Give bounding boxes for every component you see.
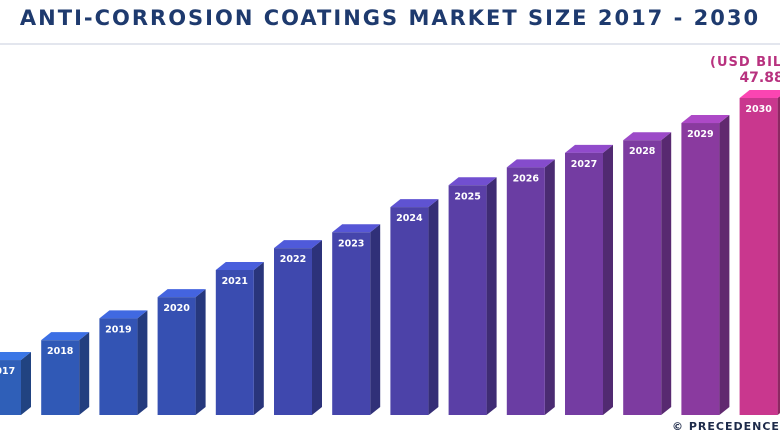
bar-side: [428, 199, 439, 415]
bar-top: [274, 240, 322, 249]
category-label: 2029: [687, 129, 713, 140]
category-label: 2027: [571, 159, 597, 170]
bar: [41, 340, 80, 415]
bar-side: [719, 115, 730, 416]
category-label: 2025: [454, 191, 480, 202]
bar-side: [777, 96, 780, 415]
bar: [681, 123, 720, 416]
unit-label: (USD BILLION): [710, 55, 780, 70]
bar-top: [332, 224, 381, 233]
bar-side: [253, 262, 264, 415]
bar: [623, 140, 662, 416]
value-label: 47.88: [739, 70, 780, 86]
bar-top: [681, 115, 730, 124]
bar: [215, 270, 254, 415]
category-label: 2020: [163, 303, 190, 314]
category-label: 2021: [222, 276, 248, 287]
bar-top: [623, 132, 672, 141]
bar: [506, 167, 545, 415]
category-label: 2028: [629, 146, 656, 157]
category-label: 2026: [513, 173, 540, 184]
category-label: 2030: [745, 104, 772, 115]
bar: [157, 297, 196, 415]
bar-top: [0, 352, 31, 361]
category-label: 2024: [396, 213, 423, 224]
bar: [99, 318, 138, 415]
category-label: 2023: [338, 238, 364, 249]
bar: [0, 360, 21, 415]
category-label: 2022: [280, 254, 306, 265]
bar-top: [739, 90, 780, 98]
bar-top: [157, 289, 206, 298]
bar-side: [603, 144, 613, 415]
bar-side: [312, 240, 322, 415]
category-label: 2017: [0, 366, 15, 377]
source: © PRECEDENCE RESEARCH: [672, 420, 780, 433]
bar-side: [195, 289, 206, 415]
bar-top: [565, 144, 613, 153]
bar: [332, 232, 371, 415]
bar-side: [661, 132, 672, 416]
chart-title: ANTI-CORROSION COATINGS MARKET SIZE 2017…: [20, 6, 760, 30]
bar-top: [506, 159, 555, 168]
bar-side: [486, 177, 497, 415]
category-label: 2019: [105, 324, 131, 335]
bar-top: [99, 310, 148, 319]
bar-side: [544, 159, 555, 415]
category-label: 2018: [47, 346, 74, 357]
bar-top: [41, 332, 90, 341]
bar-top: [215, 262, 264, 271]
bar: [390, 207, 429, 415]
bar: [739, 98, 778, 415]
bar-side: [79, 332, 90, 415]
bar-top: [390, 199, 439, 208]
bar-side: [21, 352, 31, 415]
bar-top: [448, 177, 497, 186]
bar: [274, 248, 312, 415]
bar-side: [370, 224, 381, 415]
bar-side: [137, 310, 148, 415]
bar: [565, 152, 603, 415]
bar: [448, 185, 487, 415]
